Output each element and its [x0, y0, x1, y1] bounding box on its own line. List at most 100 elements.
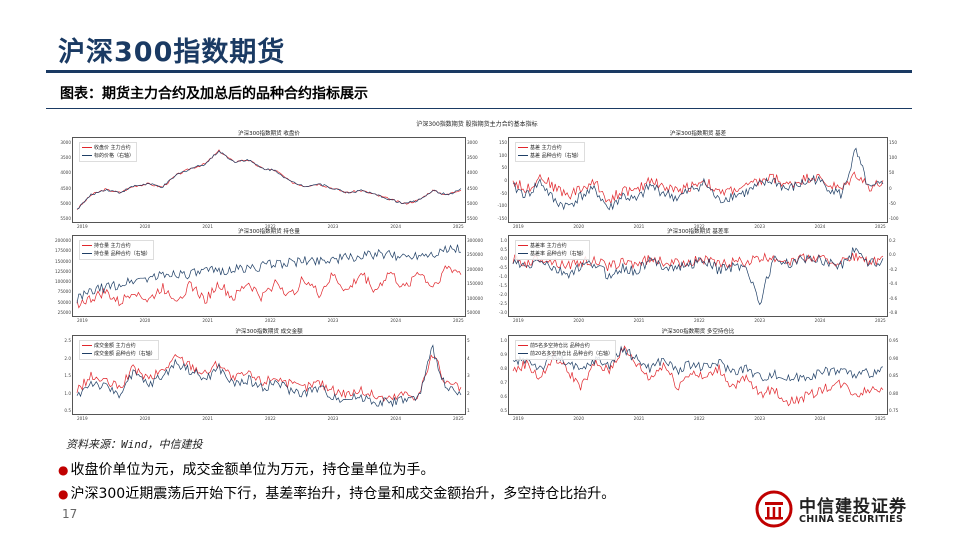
legend-label: 持仓量 主力合约: [94, 243, 131, 249]
y-tick-label-left: 0.5: [64, 408, 71, 413]
chart-plot-area: [76, 149, 462, 210]
x-tick-label: 2025: [453, 416, 464, 421]
legend-label: 标的价格（右轴）: [94, 153, 135, 159]
y-tick-label-left: -150: [497, 216, 507, 221]
legend-item: 成交金额 品种合约（右轴）: [82, 350, 156, 358]
x-tick-label: 2020: [139, 224, 151, 229]
legend-label: 基差率 品种合约（右轴）: [530, 251, 587, 257]
x-tick-label: 2020: [573, 224, 584, 229]
legend-swatch: [82, 244, 92, 247]
citic-logo-icon: [755, 490, 793, 528]
y-tick-label-right: 0.0: [889, 252, 896, 258]
chart-plot-area: [76, 244, 462, 309]
y-tick-label-left: 25000: [57, 310, 71, 315]
series-line-1: [76, 265, 462, 309]
y-tick-label-left: -2.0: [498, 292, 507, 297]
y-tick-label-left: 125000: [55, 268, 71, 274]
figure-caption: 图表：期货主力合约及加总后的品种合约指标展示: [60, 86, 368, 102]
caption-divider: [46, 108, 912, 109]
legend-item: 持仓量 主力合约: [82, 242, 151, 250]
legend-swatch: [518, 146, 528, 149]
y-tick-label-right: 250000: [467, 252, 483, 258]
y-tick-label-right: 0.90: [889, 355, 899, 361]
y-tick-label-right: 300000: [467, 238, 483, 243]
chart-title: 沪深300指数期货 收盘价: [238, 131, 300, 137]
legend-label: 成交金额 品种合约（右轴）: [94, 351, 156, 357]
x-tick-label: 2019: [77, 318, 88, 323]
y-tick-label-left: 100000: [55, 279, 71, 285]
series-line-2: [512, 147, 884, 211]
y-tick-label-right: 2: [467, 390, 470, 396]
legend-item: 成交金额 主力合约: [82, 342, 156, 350]
x-tick-label: 2019: [513, 318, 524, 323]
y-tick-label-right: 0.75: [889, 408, 899, 413]
bullet-dot-icon: ●: [58, 463, 69, 477]
x-tick-label: 2022: [265, 224, 276, 229]
x-tick-label: 2021: [202, 318, 213, 323]
series-line-1: [76, 354, 462, 402]
y-tick-label-left: 0.9: [500, 352, 507, 357]
x-tick-label: 2019: [513, 416, 524, 421]
x-tick-label: 2025: [453, 318, 464, 323]
y-tick-label-left: -50: [500, 190, 507, 196]
y-tick-label-right: 4000: [467, 170, 478, 176]
x-tick-label: 2022: [694, 318, 705, 323]
x-tick-label: 2019: [77, 416, 88, 421]
figure-title: 沪深300指数期货 股指期货主力合约基本指标: [416, 121, 538, 128]
bullet-item-1: ● 收盘价单位为元，成交金额单位为万元，持仓量单位为手。: [58, 459, 434, 479]
chart-legend: 成交金额 主力合约 成交金额 品种合约（右轴）: [79, 340, 159, 360]
y-tick-label-left: 1.0: [500, 338, 507, 343]
page-number: 17: [62, 507, 78, 521]
legend-label: 基差 主力合约: [530, 145, 562, 151]
series-line-2: [76, 344, 462, 408]
y-tick-label-right: -100: [889, 216, 899, 221]
y-tick-label-right: 1: [467, 408, 470, 413]
legend-label: 基差率 主力合约: [530, 243, 567, 249]
chart-title: 沪深300指数期货 基差: [669, 131, 727, 137]
legend-swatch: [82, 252, 92, 255]
y-tick-label-left: 50000: [57, 299, 71, 305]
x-tick-label: 2021: [202, 416, 213, 421]
y-tick-label-left: 1.5: [64, 373, 71, 378]
series-line-1: [512, 252, 884, 272]
x-tick-label: 2020: [573, 318, 584, 323]
y-tick-label-left: 0.6: [500, 394, 507, 399]
bullet-dot-icon: ●: [58, 487, 69, 501]
y-tick-label-right: 50000: [467, 310, 481, 315]
y-tick-label-right: 5000: [467, 200, 478, 206]
y-tick-label-right: 0.80: [889, 390, 899, 396]
bullet-text-1: 收盘价单位为元，成交金额单位为万元，持仓量单位为手。: [70, 462, 435, 478]
legend-swatch: [82, 154, 92, 157]
x-tick-label: 2022: [694, 224, 705, 229]
chart-panel-6: 沪深300指数期货 多空持仓比 前5名多空持仓比 品种合约 前20名多空持仓比 品种…: [500, 329, 898, 421]
y-tick-label-right: 3: [467, 373, 470, 378]
y-tick-label-left: 0.0: [500, 256, 507, 261]
y-tick-label-right: 0.85: [889, 373, 899, 378]
x-tick-label: 2024: [390, 224, 401, 229]
x-tick-label: 2020: [139, 416, 151, 421]
logo-name-en: CHINA SECURITIES: [799, 514, 904, 525]
y-tick-label-right: -0.4: [889, 281, 898, 287]
y-tick-label-left: 100: [499, 152, 507, 158]
legend-label: 收盘价 主力合约: [94, 145, 131, 151]
x-tick-label: 2023: [754, 416, 765, 421]
x-tick-label: 2024: [814, 416, 826, 421]
x-tick-label: 2023: [327, 416, 339, 421]
x-tick-label: 2021: [202, 224, 213, 229]
legend-label: 前20名多空持仓比 品种合约（右轴）: [530, 351, 613, 357]
y-tick-label-right: 0: [889, 185, 892, 191]
y-tick-label-left: 2.0: [64, 355, 71, 361]
legend-item: 基差 主力合约: [518, 144, 582, 152]
chart-panel-4: 沪深300指数期货 基差率 基差率 主力合约 基差率 品种合约（右轴） 2019 202…: [499, 229, 897, 323]
x-tick-label: 2023: [754, 318, 765, 323]
y-tick-label-left: 75000: [57, 289, 71, 295]
legend-swatch: [518, 352, 528, 355]
y-tick-label-left: 0.8: [500, 366, 507, 371]
x-tick-label: 2025: [875, 416, 886, 421]
y-tick-label-right: 100: [889, 155, 897, 161]
legend-label: 前5名多空持仓比 品种合约: [530, 343, 590, 349]
bullet-text-2: 沪深300近期震荡后开始下行，基差率抬升，持仓量和成交金额抬升，多空持仓比抬升。: [70, 486, 616, 502]
y-tick-label-left: -3.0: [498, 310, 507, 315]
y-tick-label-right: 3000: [467, 140, 478, 145]
legend-item: 收盘价 主力合约: [82, 144, 134, 152]
